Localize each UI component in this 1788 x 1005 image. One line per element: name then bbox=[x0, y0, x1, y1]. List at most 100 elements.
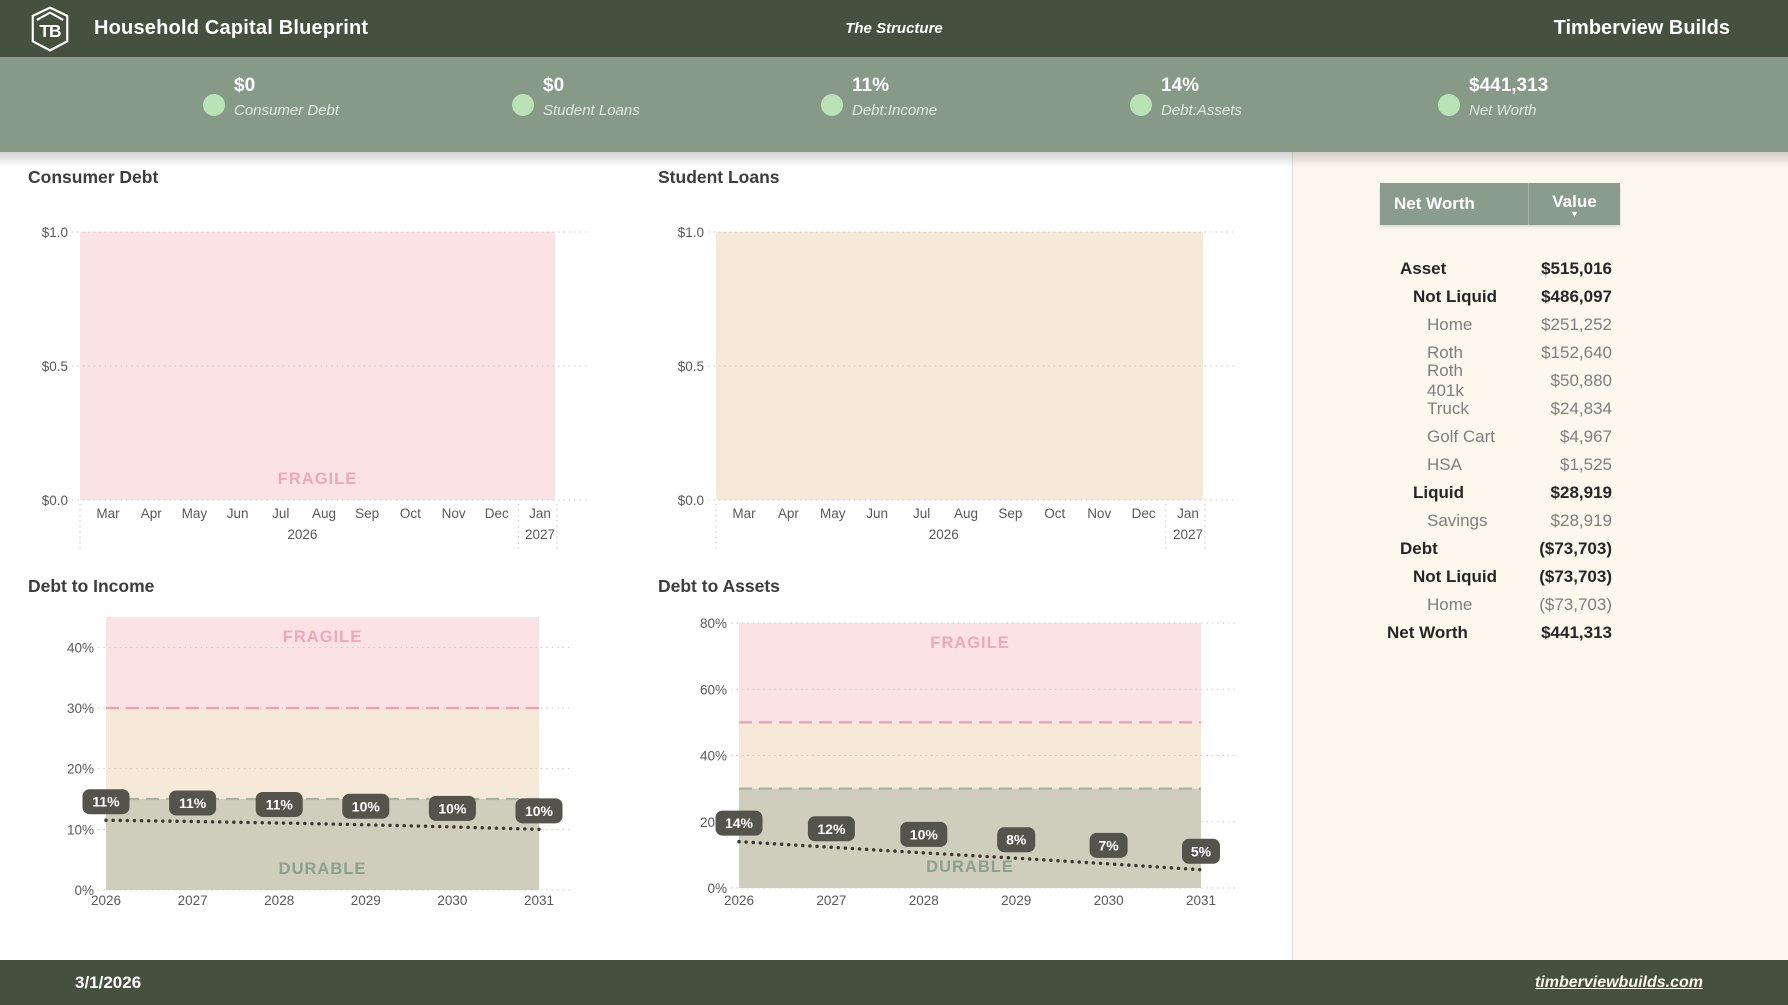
svg-text:$1.0: $1.0 bbox=[42, 225, 68, 240]
svg-text:$0.0: $0.0 bbox=[678, 493, 704, 508]
svg-text:20%: 20% bbox=[67, 762, 94, 777]
kpi-dot-icon bbox=[821, 94, 843, 116]
table-row: Asset $515,016 bbox=[1380, 255, 1620, 283]
chart-title: Debt to Assets bbox=[658, 576, 780, 596]
report-subtitle: The Structure bbox=[845, 20, 943, 37]
svg-text:Jun: Jun bbox=[227, 506, 249, 521]
tb-logo-icon: TB bbox=[31, 6, 69, 52]
row-label: Asset bbox=[1400, 259, 1447, 278]
value-column-header[interactable]: Value ▼ bbox=[1529, 183, 1620, 225]
row-value: $50,880 bbox=[1550, 371, 1612, 390]
row-label: Golf Cart bbox=[1427, 427, 1496, 446]
value-column-label: Value bbox=[1552, 191, 1597, 211]
kpi-label: Debt:Assets bbox=[1161, 102, 1242, 119]
svg-text:5%: 5% bbox=[1191, 843, 1212, 859]
table-row: Debt ($73,703) bbox=[1380, 535, 1620, 563]
svg-text:2031: 2031 bbox=[1186, 893, 1216, 908]
svg-text:Sep: Sep bbox=[355, 506, 379, 521]
svg-text:Jan: Jan bbox=[529, 506, 551, 521]
svg-text:Oct: Oct bbox=[400, 506, 421, 521]
row-label: Debt bbox=[1400, 539, 1438, 558]
svg-text:Jun: Jun bbox=[866, 506, 888, 521]
svg-text:10%: 10% bbox=[67, 822, 94, 837]
row-label: Home bbox=[1427, 315, 1473, 334]
svg-text:2030: 2030 bbox=[1094, 893, 1124, 908]
row-value: $486,097 bbox=[1541, 287, 1612, 306]
row-value: $515,016 bbox=[1541, 259, 1612, 278]
svg-text:10%: 10% bbox=[352, 798, 381, 814]
svg-text:0%: 0% bbox=[74, 883, 94, 898]
svg-text:Sep: Sep bbox=[998, 506, 1022, 521]
svg-text:11%: 11% bbox=[179, 795, 207, 811]
svg-text:8%: 8% bbox=[1006, 832, 1027, 848]
table-row: Savings $28,919 bbox=[1380, 507, 1620, 535]
sort-desc-icon: ▼ bbox=[1570, 208, 1579, 219]
row-value: ($73,703) bbox=[1539, 539, 1612, 558]
table-row: Roth 401k $50,880 bbox=[1380, 361, 1620, 400]
row-label: Roth bbox=[1427, 343, 1463, 362]
kpi-label: Net Worth bbox=[1469, 102, 1537, 119]
svg-text:Aug: Aug bbox=[312, 506, 336, 521]
row-value: $1,525 bbox=[1560, 455, 1612, 474]
row-value: ($73,703) bbox=[1539, 595, 1612, 614]
table-row: Home ($73,703) bbox=[1380, 591, 1620, 619]
svg-text:Apr: Apr bbox=[778, 506, 800, 521]
svg-text:2026: 2026 bbox=[724, 893, 754, 908]
net-worth-table: Net Worth Value ▼ Asset $515,016 Not Liqui… bbox=[1380, 183, 1620, 647]
kpi-debt-income: 11% Debt:Income bbox=[821, 72, 937, 123]
net-worth-panel bbox=[1292, 152, 1788, 960]
svg-text:2029: 2029 bbox=[351, 893, 381, 908]
svg-text:30%: 30% bbox=[67, 701, 94, 716]
chart-title: Debt to Income bbox=[28, 576, 155, 596]
footer-bar: 3/1/2026 timberviewbuilds.com bbox=[0, 960, 1788, 1005]
svg-text:Dec: Dec bbox=[485, 506, 509, 521]
debt-to-income-plot: 0% 10% 20% 30% 40% FRAGILE DURABLE 2026 2027 2028… bbox=[67, 617, 573, 908]
website-link[interactable]: timberviewbuilds.com bbox=[1534, 973, 1703, 991]
row-value: $441,313 bbox=[1541, 623, 1612, 642]
svg-text:2027: 2027 bbox=[1173, 527, 1203, 542]
row-value: $28,919 bbox=[1550, 511, 1612, 530]
svg-text:60%: 60% bbox=[700, 682, 727, 697]
svg-text:2028: 2028 bbox=[264, 893, 294, 908]
row-value: $28,919 bbox=[1550, 483, 1612, 502]
svg-text:DURABLE: DURABLE bbox=[279, 860, 367, 878]
svg-text:Jul: Jul bbox=[272, 506, 289, 521]
table-row: Net Worth $441,313 bbox=[1380, 619, 1620, 647]
svg-text:Nov: Nov bbox=[1087, 506, 1111, 521]
chart-student-loans: Student Loans $0.0 $0.5 $1.0 Mar Apr May Jun Ju… bbox=[654, 166, 1264, 560]
row-label: Not Liquid bbox=[1413, 567, 1498, 586]
kpi-dot-icon bbox=[1130, 94, 1152, 116]
svg-text:FRAGILE: FRAGILE bbox=[278, 470, 357, 488]
svg-text:Mar: Mar bbox=[96, 506, 120, 521]
svg-text:2026: 2026 bbox=[91, 893, 121, 908]
svg-text:10%: 10% bbox=[525, 803, 554, 819]
table-row: Liquid $28,919 bbox=[1380, 479, 1620, 507]
chart-debt-to-income: Debt to Income 0% 10% 20% 30% 40% FRAGILE DURA… bbox=[18, 575, 628, 920]
svg-text:$0.5: $0.5 bbox=[678, 359, 704, 374]
row-label: Liquid bbox=[1413, 483, 1464, 502]
svg-text:11%: 11% bbox=[266, 796, 294, 812]
row-value: $251,252 bbox=[1541, 315, 1612, 334]
svg-text:2027: 2027 bbox=[525, 527, 555, 542]
brand-name: Timberview Builds bbox=[1553, 17, 1730, 39]
svg-text:FRAGILE: FRAGILE bbox=[283, 628, 362, 646]
kpi-value: $441,313 bbox=[1469, 75, 1549, 96]
kpi-label: Student Loans bbox=[543, 102, 640, 119]
svg-text:40%: 40% bbox=[700, 749, 727, 764]
svg-text:2026: 2026 bbox=[287, 527, 317, 542]
table-row: Not Liquid ($73,703) bbox=[1380, 563, 1620, 591]
net-worth-table-header: Net Worth Value ▼ bbox=[1380, 183, 1620, 225]
svg-text:$1.0: $1.0 bbox=[678, 225, 704, 240]
svg-text:Oct: Oct bbox=[1044, 506, 1065, 521]
header-bar: TB The Structure Household Capital Bluep… bbox=[0, 0, 1788, 57]
net-worth-column-header[interactable]: Net Worth bbox=[1380, 183, 1529, 225]
kpi-dot-icon bbox=[1438, 94, 1460, 116]
table-row: Golf Cart $4,967 bbox=[1380, 423, 1620, 451]
report-title: Household Capital Blueprint bbox=[94, 17, 369, 39]
row-label: Savings bbox=[1427, 511, 1488, 530]
kpi-label: Debt:Income bbox=[852, 102, 938, 119]
svg-text:12%: 12% bbox=[817, 821, 846, 837]
kpi-value: 11% bbox=[852, 75, 889, 96]
kpi-net-worth: $441,313 Net Worth bbox=[1438, 72, 1548, 123]
svg-text:FRAGILE: FRAGILE bbox=[930, 634, 1009, 652]
